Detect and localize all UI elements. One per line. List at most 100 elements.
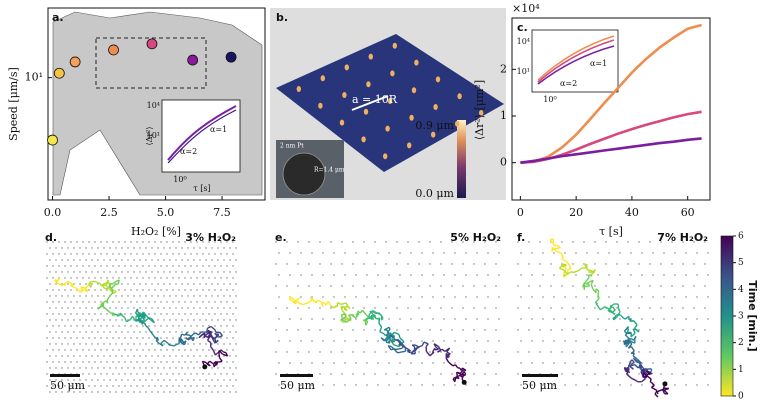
lattice-dot bbox=[142, 241, 144, 243]
lattice-dot bbox=[184, 277, 186, 279]
lattice-dot bbox=[641, 318, 643, 320]
lattice-dot bbox=[94, 337, 96, 339]
lattice-dot bbox=[322, 340, 324, 342]
lattice-dot bbox=[410, 296, 412, 298]
lattice-dot bbox=[193, 283, 195, 285]
trajectory-segment bbox=[632, 319, 638, 326]
lattice-dot bbox=[550, 263, 552, 265]
lattice-dot bbox=[704, 285, 706, 287]
lattice-dot bbox=[211, 379, 213, 381]
lattice-dot bbox=[333, 318, 335, 320]
lattice-dot bbox=[157, 367, 159, 369]
lattice-dot bbox=[627, 351, 629, 353]
lattice-dot bbox=[148, 373, 150, 375]
msd-line bbox=[520, 110, 702, 164]
lattice-dot bbox=[355, 340, 357, 342]
lattice-dot bbox=[154, 325, 156, 327]
lattice-dot bbox=[229, 379, 231, 381]
trajectory-segment bbox=[160, 343, 164, 347]
trajectory-segment bbox=[314, 299, 319, 304]
lattice-dot bbox=[220, 241, 222, 243]
lattice-dot bbox=[70, 349, 72, 351]
lattice-dot bbox=[520, 318, 522, 320]
lattice-dot bbox=[286, 307, 288, 309]
lattice-dot bbox=[184, 373, 186, 375]
lattice-dot bbox=[211, 355, 213, 357]
lattice-dot bbox=[94, 253, 96, 255]
lattice-dot bbox=[136, 349, 138, 351]
lattice-dot bbox=[169, 319, 171, 321]
lattice-dot bbox=[118, 361, 120, 363]
lattice-dot bbox=[630, 362, 632, 364]
lattice-dot bbox=[217, 367, 219, 369]
lattice-dot bbox=[109, 247, 111, 249]
lattice-dot bbox=[172, 361, 174, 363]
lattice-dot bbox=[178, 349, 180, 351]
lattice-dot bbox=[652, 318, 654, 320]
trajectory-segment bbox=[290, 297, 295, 301]
lattice-dot bbox=[410, 318, 412, 320]
lattice-dot bbox=[297, 329, 299, 331]
lattice-dot bbox=[597, 274, 599, 276]
lattice-dot bbox=[528, 263, 530, 265]
lattice-dot bbox=[184, 301, 186, 303]
trajectory-segment bbox=[212, 364, 215, 368]
lattice-dot bbox=[58, 385, 60, 387]
trajectory-panel bbox=[275, 241, 500, 386]
lattice-dot bbox=[652, 362, 654, 364]
trajectory-segment bbox=[88, 281, 92, 284]
lattice-dot bbox=[462, 329, 464, 331]
lattice-dot bbox=[214, 313, 216, 315]
lattice-dot bbox=[583, 351, 585, 353]
lattice-dot bbox=[202, 373, 204, 375]
lattice-dot bbox=[333, 340, 335, 342]
lattice-dot bbox=[311, 318, 313, 320]
lattice-dot bbox=[94, 241, 96, 243]
lattice-dot bbox=[157, 271, 159, 273]
lattice-dot bbox=[211, 367, 213, 369]
lattice-dot bbox=[160, 241, 162, 243]
trajectory-segment bbox=[609, 306, 612, 309]
lattice-dot bbox=[223, 379, 225, 381]
colloid-bump bbox=[457, 93, 462, 100]
trajectory-segment bbox=[291, 300, 295, 304]
lattice-dot bbox=[539, 351, 541, 353]
lattice-dot bbox=[275, 329, 277, 331]
inset-text: R=1.4 μm bbox=[314, 167, 345, 174]
lattice-dot bbox=[157, 247, 159, 249]
lattice-dot bbox=[163, 247, 165, 249]
lattice-dot bbox=[229, 355, 231, 357]
lattice-dot bbox=[154, 289, 156, 291]
trajectory-segment bbox=[452, 364, 456, 367]
lattice-dot bbox=[341, 285, 343, 287]
lattice-dot bbox=[88, 325, 90, 327]
trajectory-segment bbox=[463, 369, 467, 372]
lattice-dot bbox=[73, 379, 75, 381]
lattice-dot bbox=[148, 361, 150, 363]
lattice-dot bbox=[627, 307, 629, 309]
lattice-dot bbox=[586, 384, 588, 386]
lattice-dot bbox=[88, 385, 90, 387]
lattice-dot bbox=[52, 361, 54, 363]
lattice-dot bbox=[193, 391, 195, 393]
lattice-dot bbox=[103, 367, 105, 369]
trajectory-segment bbox=[210, 346, 214, 351]
lattice-dot bbox=[166, 361, 168, 363]
lattice-dot bbox=[473, 329, 475, 331]
lattice-dot bbox=[136, 361, 138, 363]
trajectory-segment bbox=[203, 333, 208, 339]
x-tick-label: 7.5 bbox=[213, 206, 231, 219]
trajectory-segment bbox=[80, 286, 86, 289]
trajectory-segment bbox=[136, 317, 143, 322]
trajectory-segment bbox=[94, 280, 100, 284]
colloid-bump bbox=[361, 136, 366, 143]
lattice-dot bbox=[232, 289, 234, 291]
lattice-dot bbox=[550, 307, 552, 309]
lattice-dot bbox=[616, 307, 618, 309]
lattice-dot bbox=[319, 285, 321, 287]
lattice-dot bbox=[49, 259, 51, 261]
lattice-dot bbox=[223, 307, 225, 309]
lattice-dot bbox=[685, 274, 687, 276]
lattice-dot bbox=[112, 325, 114, 327]
y-axis-label: Speed [μm/s] bbox=[7, 67, 20, 141]
